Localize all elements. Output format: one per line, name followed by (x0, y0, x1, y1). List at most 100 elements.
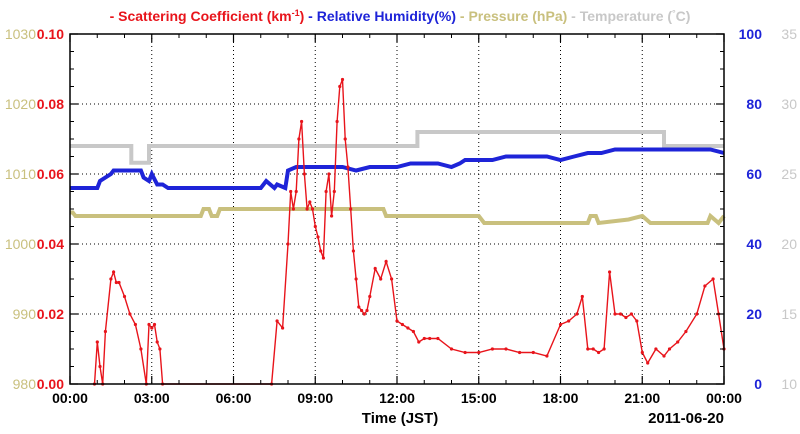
data-point-scattering (477, 350, 481, 355)
x-axis-label: Time (JST) (362, 410, 438, 427)
data-point-scattering (575, 312, 579, 316)
data-point-scattering (297, 137, 301, 141)
data-point-scattering (436, 336, 440, 341)
y-tick-label-humidity: 60 (746, 166, 762, 182)
data-point-scattering (545, 354, 549, 358)
data-point-scattering (618, 312, 623, 316)
y-tick-label-scattering: 0.02 (37, 306, 64, 322)
legend-item-humidity: - Relative Humidity(%) (304, 8, 456, 24)
y-tick-label-humidity: 100 (739, 26, 763, 42)
data-point-scattering (313, 224, 317, 229)
data-point-scattering (95, 340, 99, 344)
data-point-scattering (349, 207, 353, 211)
data-point-scattering (98, 364, 102, 369)
y-tick-label-temperature: 25 (781, 166, 797, 182)
data-point-scattering (422, 336, 426, 341)
data-point-scattering (373, 266, 377, 271)
data-point-scattering (567, 319, 571, 323)
data-point-scattering (417, 340, 421, 344)
data-point-scattering (152, 322, 157, 327)
data-point-scattering (343, 137, 347, 141)
data-point-scattering (395, 319, 399, 323)
data-point-scattering (300, 119, 304, 124)
x-tick-label: 15:00 (461, 390, 497, 406)
data-point-scattering (365, 308, 369, 313)
data-point-scattering (602, 347, 606, 351)
data-point-scattering (384, 259, 388, 264)
data-point-scattering (428, 336, 432, 341)
data-point-scattering (640, 350, 644, 355)
y-tick-label-humidity: 80 (746, 96, 762, 112)
data-point-scattering (340, 77, 345, 82)
data-point-scattering (133, 322, 137, 327)
data-point-scattering (316, 235, 320, 239)
data-point-scattering (624, 315, 628, 320)
data-point-scattering (676, 340, 680, 344)
y-tick-label-temperature: 30 (781, 96, 797, 112)
data-point-scattering (354, 277, 358, 281)
legend-text: - Scattering Coefficient (km-1) - Relati… (110, 8, 691, 24)
data-point-scattering (449, 347, 454, 351)
data-point-scattering (411, 329, 415, 334)
data-point-scattering (558, 322, 563, 327)
y-tick-label-scattering: 0.00 (37, 376, 64, 392)
data-point-scattering (667, 347, 672, 351)
data-point-scattering (305, 207, 309, 211)
y-tick-label-temperature: 35 (781, 26, 797, 42)
data-point-scattering (591, 347, 595, 351)
data-point-scattering (275, 319, 279, 323)
legend-item-scattering: ) (300, 8, 305, 24)
data-point-scattering (122, 294, 127, 299)
data-point-scattering (327, 172, 331, 176)
data-point-scattering (319, 249, 323, 253)
data-point-scattering (308, 200, 312, 204)
data-point-scattering (597, 350, 601, 355)
y-tick-label-scattering: 0.06 (37, 166, 64, 182)
legend-item-scattering: - Scattering Coefficient (km (110, 8, 292, 24)
data-point-scattering (289, 189, 293, 194)
data-point-scattering (117, 280, 121, 285)
data-point-scattering (400, 322, 404, 327)
legend-item-pressure: - Pressure (hPa) (456, 8, 567, 24)
data-point-scattering (490, 347, 494, 351)
data-point-scattering (324, 189, 328, 194)
data-point-scattering (646, 361, 650, 365)
data-point-scattering (335, 119, 339, 124)
data-point-scattering (338, 84, 342, 89)
y-tick-label-scattering: 0.10 (37, 26, 64, 42)
y-tick-label-temperature: 10 (781, 376, 797, 392)
legend-item-temperature: C) (676, 8, 691, 24)
x-tick-label: 03:00 (134, 390, 170, 406)
data-point-scattering (711, 277, 715, 281)
legend-item-temperature: - Temperature ( (567, 8, 672, 24)
data-point-scattering (684, 329, 688, 334)
data-point-scattering (158, 347, 162, 351)
data-point-scattering (406, 326, 410, 330)
data-point-scattering (695, 312, 699, 316)
x-tick-label: 21:00 (624, 390, 660, 406)
grid (70, 34, 724, 384)
data-point-scattering (112, 270, 116, 274)
data-point-scattering (379, 277, 383, 281)
x-tick-label: 12:00 (379, 390, 415, 406)
data-point-scattering (321, 256, 325, 260)
y-tick-label-pressure: 1030 (5, 26, 36, 42)
data-point-scattering (310, 207, 315, 211)
data-point-scattering (703, 284, 707, 288)
data-point-scattering (629, 312, 634, 316)
data-point-scattering (613, 312, 617, 316)
x-tick-label: 00:00 (52, 390, 88, 406)
y-tick-label-pressure: 1020 (5, 96, 36, 112)
data-point-scattering (580, 294, 584, 299)
axes: 00:00 03:00 06:00 09:00 12:00 15:00 18:00 21:00… (5, 26, 797, 427)
data-point-scattering (518, 350, 522, 355)
data-point-scattering (330, 214, 334, 218)
series-line-scattering (93, 79, 725, 385)
series-line-temperature (70, 130, 724, 165)
data-point-scattering (139, 347, 143, 351)
data-point-scattering (362, 312, 366, 316)
y-tick-label-pressure: 980 (13, 376, 37, 392)
data-point-scattering (128, 312, 132, 316)
